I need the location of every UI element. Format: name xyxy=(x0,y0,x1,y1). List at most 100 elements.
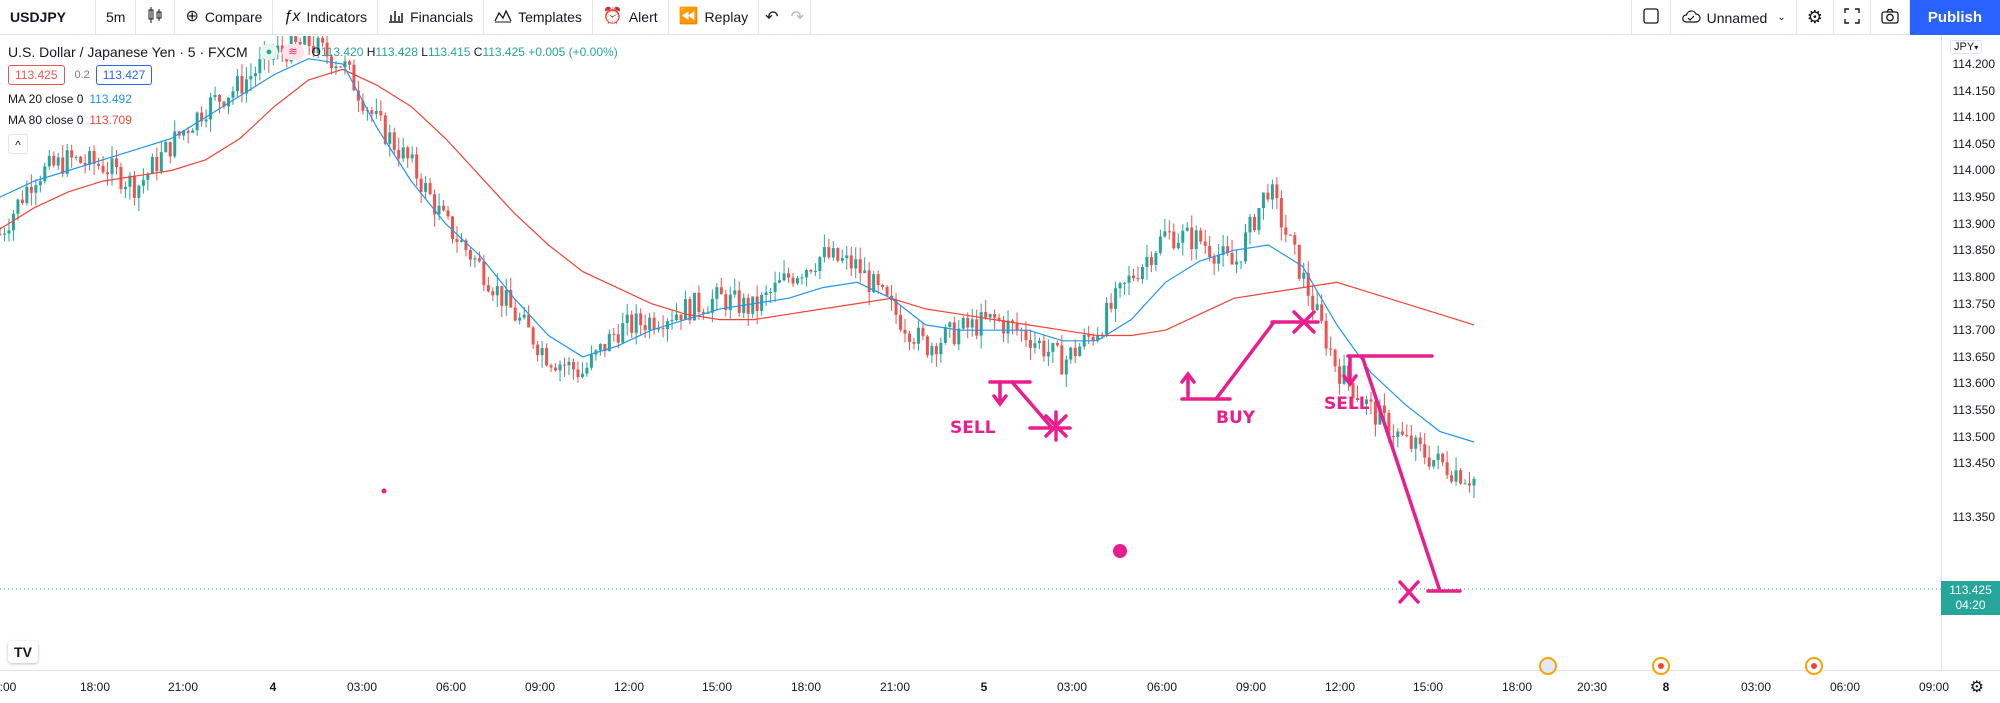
layout-name-button[interactable]: Unnamed ⌄ xyxy=(1671,0,1797,35)
candle-body xyxy=(1297,244,1301,279)
candle-body xyxy=(804,270,808,278)
templates-button[interactable]: Templates xyxy=(484,0,593,35)
cloud-icon xyxy=(1681,9,1701,27)
candle-body xyxy=(1230,253,1234,265)
candle-body xyxy=(522,314,526,318)
economic-event-icon[interactable] xyxy=(1652,657,1670,675)
market-status-dot[interactable]: ● xyxy=(259,44,279,60)
currency-button[interactable]: JPY▾ xyxy=(1950,40,1983,54)
alert-button[interactable]: ⏰ Alert xyxy=(593,0,669,35)
undo-button[interactable]: ↶ xyxy=(759,0,784,35)
ma80-value: 113.709 xyxy=(89,112,132,127)
time-tick: 15:00 xyxy=(701,680,733,694)
candle-body xyxy=(679,314,683,321)
chart-type-button[interactable] xyxy=(136,0,176,35)
candle-body xyxy=(249,76,253,80)
candle-body xyxy=(347,61,351,65)
candle-body xyxy=(939,342,943,355)
candle-body xyxy=(338,66,342,68)
data-problem-badge[interactable]: ≋ xyxy=(282,44,304,60)
candle-body xyxy=(509,289,513,308)
indicators-button[interactable]: ƒx Indicators xyxy=(273,0,379,35)
ma20-legend[interactable]: MA 20 close 0 113.492 xyxy=(8,88,618,109)
candle-body xyxy=(1096,335,1100,341)
candle-body xyxy=(1091,336,1095,341)
candle-body xyxy=(1158,236,1162,253)
candle-body xyxy=(500,286,504,306)
time-tick: 09:00 xyxy=(524,680,556,694)
candle-body xyxy=(1400,431,1404,435)
fullscreen-button[interactable] xyxy=(1834,0,1871,35)
candle-body xyxy=(473,258,477,260)
candle-body xyxy=(437,205,441,215)
candle-body xyxy=(1060,345,1064,375)
candle-body xyxy=(235,76,239,92)
candle-body xyxy=(1472,478,1476,486)
legend-collapse-button[interactable]: ^ xyxy=(8,134,28,154)
candle-body xyxy=(634,313,638,333)
candle-body xyxy=(1454,470,1458,482)
candle-body xyxy=(114,158,118,168)
snapshot-button[interactable] xyxy=(1871,0,1910,35)
candle-body xyxy=(459,240,463,242)
undo-icon: ↶ xyxy=(765,9,779,26)
price-chart[interactable] xyxy=(0,24,1941,670)
candle-body xyxy=(531,327,535,345)
replay-button[interactable]: ⏪ Replay xyxy=(669,0,760,35)
last-price-badge: 113.425 04:20 xyxy=(1941,581,2000,615)
candle-body xyxy=(970,319,974,328)
candle-body xyxy=(1306,272,1310,296)
candle-body xyxy=(867,270,871,293)
drawings-layer[interactable] xyxy=(988,310,1462,604)
candle-body xyxy=(800,277,804,279)
chart-pane[interactable]: SELL BUY SELL xyxy=(0,24,1941,670)
sell1-trend-line xyxy=(1010,380,1054,430)
candle-body xyxy=(728,294,732,310)
financials-button[interactable]: Financials xyxy=(378,0,485,35)
ma20-value: 113.492 xyxy=(89,91,132,106)
economic-event-us-icon[interactable] xyxy=(1539,657,1557,675)
publish-button[interactable]: Publish xyxy=(1909,0,2000,35)
candle-body xyxy=(621,323,625,343)
symbol-title[interactable]: U.S. Dollar / Japanese Yen · 5 · FXCM xyxy=(8,44,248,60)
candle-body xyxy=(545,348,549,366)
plus-circle-icon: ⊕ xyxy=(185,8,199,25)
buy-price-button[interactable]: 113.427 xyxy=(95,65,153,85)
candle-body xyxy=(83,163,87,165)
function-icon: ƒx xyxy=(283,8,301,25)
candle-body xyxy=(585,367,589,374)
candle-body xyxy=(589,354,593,368)
redo-button[interactable]: ↷ xyxy=(785,0,811,35)
ma80-legend[interactable]: MA 80 close 0 113.709 xyxy=(8,109,618,130)
symbol-search-button[interactable]: USDJPY xyxy=(0,0,96,35)
time-axis[interactable]: ⚙ :00 18:00 21:00 4 03:00 06:00 09:00 12:00 15:0… xyxy=(0,670,2000,703)
candle-body xyxy=(567,361,571,366)
settings-button[interactable]: ⚙ xyxy=(1797,0,1834,35)
candle-body xyxy=(240,76,244,94)
fullscreen-layout-button[interactable] xyxy=(1630,0,1671,35)
replay-label: Replay xyxy=(704,9,749,25)
candle-body xyxy=(1123,282,1127,284)
candle-body xyxy=(1087,334,1091,337)
candle-body xyxy=(1127,275,1131,283)
sell-price-button[interactable]: 113.425 xyxy=(8,65,65,85)
economic-event-icon[interactable] xyxy=(1805,657,1823,675)
candle-body xyxy=(1302,272,1306,279)
candle-body xyxy=(1351,382,1355,399)
chevron-up-icon: ^ xyxy=(15,138,21,152)
financials-label: Financials xyxy=(410,9,474,25)
compare-button[interactable]: ⊕ Compare xyxy=(175,0,274,35)
time-tick: 09:00 xyxy=(1235,680,1267,694)
price-axis[interactable]: JPY▾ 114.200 114.150 114.100 114.050 114.000… xyxy=(1941,36,2000,670)
candle-body xyxy=(25,186,29,204)
price-tick: 113.600 xyxy=(1952,376,1996,391)
tradingview-logo[interactable]: TV xyxy=(8,641,38,663)
candle-body xyxy=(16,199,20,214)
candle-body xyxy=(549,365,553,368)
interval-button[interactable]: 5m xyxy=(96,0,137,35)
time-tick: 4 xyxy=(269,680,277,694)
settings-gear-icon[interactable]: ⚙ xyxy=(1969,679,1984,696)
time-tick: :00 xyxy=(0,680,17,694)
candle-body xyxy=(930,345,934,356)
candle-body xyxy=(374,111,378,114)
